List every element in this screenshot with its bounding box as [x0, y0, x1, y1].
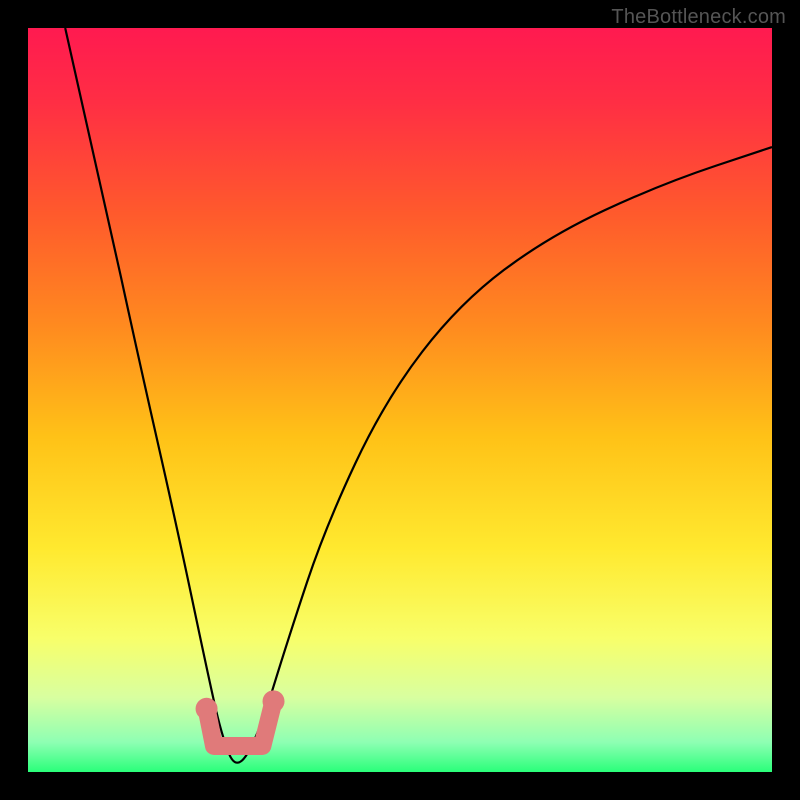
watermark-text: TheBottleneck.com	[611, 6, 786, 29]
chart-frame: TheBottleneck.com	[0, 0, 800, 800]
bottleneck-chart	[0, 0, 800, 800]
valley-marker-dot	[196, 698, 218, 720]
gradient-plot-area	[28, 28, 772, 772]
valley-marker-dot	[263, 690, 285, 712]
